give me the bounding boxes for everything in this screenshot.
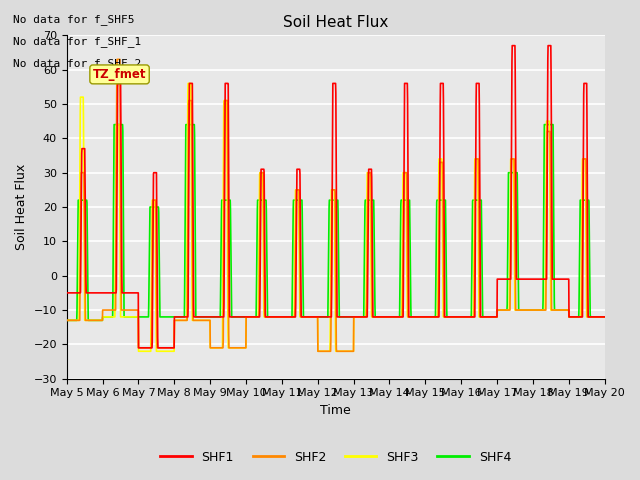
Text: No data for f_SHF5: No data for f_SHF5 [13, 14, 134, 25]
Text: No data for f_SHF_2: No data for f_SHF_2 [13, 58, 141, 69]
X-axis label: Time: Time [321, 404, 351, 417]
Text: TZ_fmet: TZ_fmet [93, 68, 147, 81]
Legend: SHF1, SHF2, SHF3, SHF4: SHF1, SHF2, SHF3, SHF4 [156, 445, 516, 468]
Title: Soil Heat Flux: Soil Heat Flux [283, 15, 388, 30]
Y-axis label: Soil Heat Flux: Soil Heat Flux [15, 164, 28, 250]
Text: No data for f_SHF_1: No data for f_SHF_1 [13, 36, 141, 47]
